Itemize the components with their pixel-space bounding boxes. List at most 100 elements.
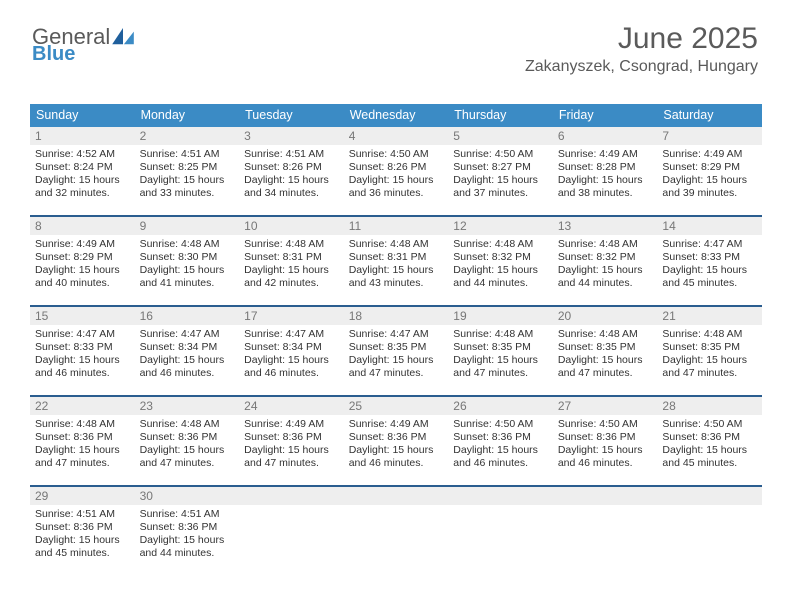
day-cell: Sunrise: 4:47 AMSunset: 8:33 PMDaylight:… <box>657 235 762 305</box>
sunrise-text: Sunrise: 4:48 AM <box>453 238 548 251</box>
day-cell: Sunrise: 4:50 AMSunset: 8:27 PMDaylight:… <box>448 145 553 215</box>
weekday-header: Friday <box>553 104 658 127</box>
day-cell: Sunrise: 4:49 AMSunset: 8:29 PMDaylight:… <box>30 235 135 305</box>
day-cell: Sunrise: 4:50 AMSunset: 8:26 PMDaylight:… <box>344 145 449 215</box>
location-subtitle: Zakanyszek, Csongrad, Hungary <box>525 58 758 76</box>
day-number: 23 <box>135 397 240 415</box>
sunset-text: Sunset: 8:36 PM <box>140 431 235 444</box>
day2-text: and 46 minutes. <box>558 457 653 470</box>
sunset-text: Sunset: 8:33 PM <box>662 251 757 264</box>
day-number <box>553 487 658 505</box>
daynum-row: 22232425262728 <box>30 397 762 415</box>
day2-text: and 47 minutes. <box>140 457 235 470</box>
weekday-header: Sunday <box>30 104 135 127</box>
day2-text: and 45 minutes. <box>662 457 757 470</box>
empty-cell <box>553 505 658 575</box>
day-number: 8 <box>30 217 135 235</box>
day-cell: Sunrise: 4:49 AMSunset: 8:36 PMDaylight:… <box>344 415 449 485</box>
day-number <box>448 487 553 505</box>
day-cell: Sunrise: 4:51 AMSunset: 8:36 PMDaylight:… <box>135 505 240 575</box>
sunset-text: Sunset: 8:36 PM <box>140 521 235 534</box>
sunset-text: Sunset: 8:34 PM <box>244 341 339 354</box>
day-cell: Sunrise: 4:52 AMSunset: 8:24 PMDaylight:… <box>30 145 135 215</box>
day1-text: Daylight: 15 hours <box>244 354 339 367</box>
day2-text: and 33 minutes. <box>140 187 235 200</box>
day-cell: Sunrise: 4:48 AMSunset: 8:31 PMDaylight:… <box>239 235 344 305</box>
brand-logo: General Blue <box>32 26 134 64</box>
day-number: 18 <box>344 307 449 325</box>
day1-text: Daylight: 15 hours <box>244 174 339 187</box>
day1-text: Daylight: 15 hours <box>349 444 444 457</box>
sunrise-text: Sunrise: 4:47 AM <box>244 328 339 341</box>
sunset-text: Sunset: 8:28 PM <box>558 161 653 174</box>
day-number: 3 <box>239 127 344 145</box>
sunset-text: Sunset: 8:35 PM <box>349 341 444 354</box>
day-number: 12 <box>448 217 553 235</box>
sunrise-text: Sunrise: 4:49 AM <box>349 418 444 431</box>
day2-text: and 36 minutes. <box>349 187 444 200</box>
daynum-row: 15161718192021 <box>30 307 762 325</box>
sunrise-text: Sunrise: 4:48 AM <box>558 238 653 251</box>
day-cell: Sunrise: 4:48 AMSunset: 8:35 PMDaylight:… <box>657 325 762 395</box>
day-number <box>657 487 762 505</box>
day-number: 28 <box>657 397 762 415</box>
sunset-text: Sunset: 8:26 PM <box>244 161 339 174</box>
day2-text: and 47 minutes. <box>244 457 339 470</box>
day1-text: Daylight: 15 hours <box>244 444 339 457</box>
empty-cell <box>657 505 762 575</box>
day1-text: Daylight: 15 hours <box>453 444 548 457</box>
sunrise-text: Sunrise: 4:48 AM <box>558 328 653 341</box>
day-number: 16 <box>135 307 240 325</box>
sunrise-text: Sunrise: 4:51 AM <box>140 508 235 521</box>
day2-text: and 42 minutes. <box>244 277 339 290</box>
daynum-row: 891011121314 <box>30 217 762 235</box>
day-cell: Sunrise: 4:47 AMSunset: 8:34 PMDaylight:… <box>239 325 344 395</box>
calendar: SundayMondayTuesdayWednesdayThursdayFrid… <box>30 104 762 575</box>
week-row: Sunrise: 4:47 AMSunset: 8:33 PMDaylight:… <box>30 325 762 397</box>
day2-text: and 46 minutes. <box>349 457 444 470</box>
day-cell: Sunrise: 4:48 AMSunset: 8:31 PMDaylight:… <box>344 235 449 305</box>
day-cell: Sunrise: 4:48 AMSunset: 8:32 PMDaylight:… <box>448 235 553 305</box>
day-number: 5 <box>448 127 553 145</box>
day-number <box>344 487 449 505</box>
day-number: 27 <box>553 397 658 415</box>
weekday-header: Saturday <box>657 104 762 127</box>
day2-text: and 45 minutes. <box>35 547 130 560</box>
week-row: Sunrise: 4:51 AMSunset: 8:36 PMDaylight:… <box>30 505 762 575</box>
sunset-text: Sunset: 8:36 PM <box>349 431 444 444</box>
day-number: 20 <box>553 307 658 325</box>
sunset-text: Sunset: 8:36 PM <box>453 431 548 444</box>
day-number: 21 <box>657 307 762 325</box>
day-cell: Sunrise: 4:48 AMSunset: 8:36 PMDaylight:… <box>30 415 135 485</box>
sunrise-text: Sunrise: 4:48 AM <box>140 238 235 251</box>
day2-text: and 47 minutes. <box>662 367 757 380</box>
day-number: 24 <box>239 397 344 415</box>
day1-text: Daylight: 15 hours <box>35 354 130 367</box>
day2-text: and 38 minutes. <box>558 187 653 200</box>
day-number: 30 <box>135 487 240 505</box>
sunrise-text: Sunrise: 4:51 AM <box>140 148 235 161</box>
day-cell: Sunrise: 4:49 AMSunset: 8:29 PMDaylight:… <box>657 145 762 215</box>
day-cell: Sunrise: 4:47 AMSunset: 8:35 PMDaylight:… <box>344 325 449 395</box>
day-number: 10 <box>239 217 344 235</box>
sunset-text: Sunset: 8:35 PM <box>453 341 548 354</box>
weekday-header: Wednesday <box>344 104 449 127</box>
day1-text: Daylight: 15 hours <box>244 264 339 277</box>
day2-text: and 44 minutes. <box>140 547 235 560</box>
day1-text: Daylight: 15 hours <box>558 174 653 187</box>
sunset-text: Sunset: 8:31 PM <box>349 251 444 264</box>
day-number: 6 <box>553 127 658 145</box>
sunrise-text: Sunrise: 4:48 AM <box>349 238 444 251</box>
week-row: Sunrise: 4:52 AMSunset: 8:24 PMDaylight:… <box>30 145 762 217</box>
day1-text: Daylight: 15 hours <box>140 174 235 187</box>
sunset-text: Sunset: 8:36 PM <box>244 431 339 444</box>
day-number: 29 <box>30 487 135 505</box>
day-number <box>239 487 344 505</box>
sunrise-text: Sunrise: 4:48 AM <box>662 328 757 341</box>
day2-text: and 46 minutes. <box>453 457 548 470</box>
sunset-text: Sunset: 8:36 PM <box>662 431 757 444</box>
day-cell: Sunrise: 4:50 AMSunset: 8:36 PMDaylight:… <box>657 415 762 485</box>
day1-text: Daylight: 15 hours <box>453 354 548 367</box>
day-cell: Sunrise: 4:48 AMSunset: 8:35 PMDaylight:… <box>553 325 658 395</box>
day1-text: Daylight: 15 hours <box>349 174 444 187</box>
